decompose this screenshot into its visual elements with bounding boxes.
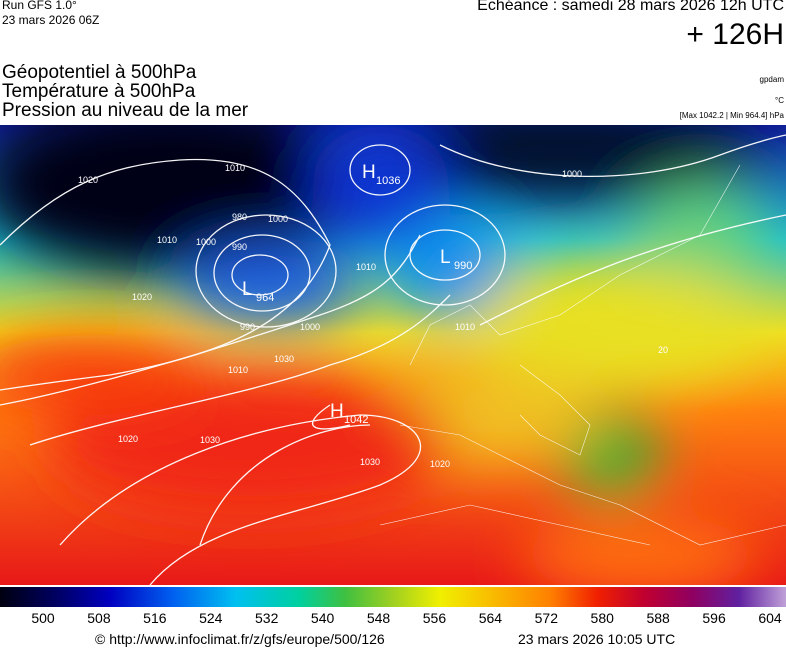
isobar-label: 1010 [455,322,475,332]
isobar-label: 1010 [225,163,245,173]
pressure-value: 1036 [376,175,400,187]
unit: [Max 1042.2 | Min 964.4] hPa [679,111,784,120]
colorbar-tick-label: 516 [143,610,167,626]
pressure-value: 990 [454,260,472,272]
isobar-label: 1030 [200,435,220,445]
unit: gpdam [759,75,784,84]
valid-time: Echéance : samedi 28 mars 2026 12h UTC [477,0,784,14]
colorbar-tick-label: 532 [255,610,279,626]
pressure-center: L [440,247,451,268]
field: Géopotentiel à 500hPa [2,62,197,83]
isobar-label: 980 [232,212,247,222]
isobar-label: 1030 [274,354,294,364]
lead-time: + 126H [686,18,784,51]
isobar-label: 20 [658,345,668,355]
isobar-label: 1020 [78,175,98,185]
run-date: 23 mars 2026 06Z [2,13,100,27]
colorbar-tick-label: 540 [310,610,335,626]
run: Run GFS 1.0° [2,0,77,12]
pressure-value: 964 [256,292,274,304]
source: © http://www.infoclimat.fr/z/gfs/europe/… [95,631,385,647]
colorbar-tick-label: 524 [199,610,223,626]
isobar-label: 1020 [430,459,450,469]
unit: °C [775,96,784,105]
colorbar-tick-label: 500 [31,610,55,626]
pressure-value: 1042 [344,414,368,426]
colorbar-tick-label: 572 [534,610,558,626]
isobar-label: 1030 [360,457,380,467]
colorbar-tick-label: 564 [478,610,503,626]
timestamp: 23 mars 2026 10:05 UTC [518,631,676,647]
isobar-label: 1000 [300,322,320,332]
isobar-label: 990 [232,242,247,252]
colorbar-tick-label: 508 [87,610,111,626]
isobar-label: 1000 [268,214,288,224]
colorbar-tick-label: 580 [590,610,614,626]
colorbar-tick-label: 548 [366,610,391,626]
isobar-label: 1010 [228,365,248,375]
isobar-label: 1020 [118,434,138,444]
isobar-label: 1000 [196,237,216,247]
isobar-label: 990 [240,322,255,332]
field: Pression au niveau de la mer [2,100,249,121]
field: Température à 500hPa [2,81,196,102]
pressure-center: H [362,162,376,183]
isobar-label: 1000 [562,169,582,179]
pressure-center: L [242,279,253,300]
isobar-label: 1010 [157,235,177,245]
isobar-label: 1010 [356,262,376,272]
colorbar-tick-label: 596 [702,610,726,626]
colorbar-tick-label: 556 [422,610,447,626]
isobar-label: 1020 [132,292,152,302]
pressure-center: H [330,401,344,422]
colorbar-tick-label: 604 [758,610,782,626]
colorbar [0,587,786,607]
colorbar-tick-label: 588 [646,610,670,626]
